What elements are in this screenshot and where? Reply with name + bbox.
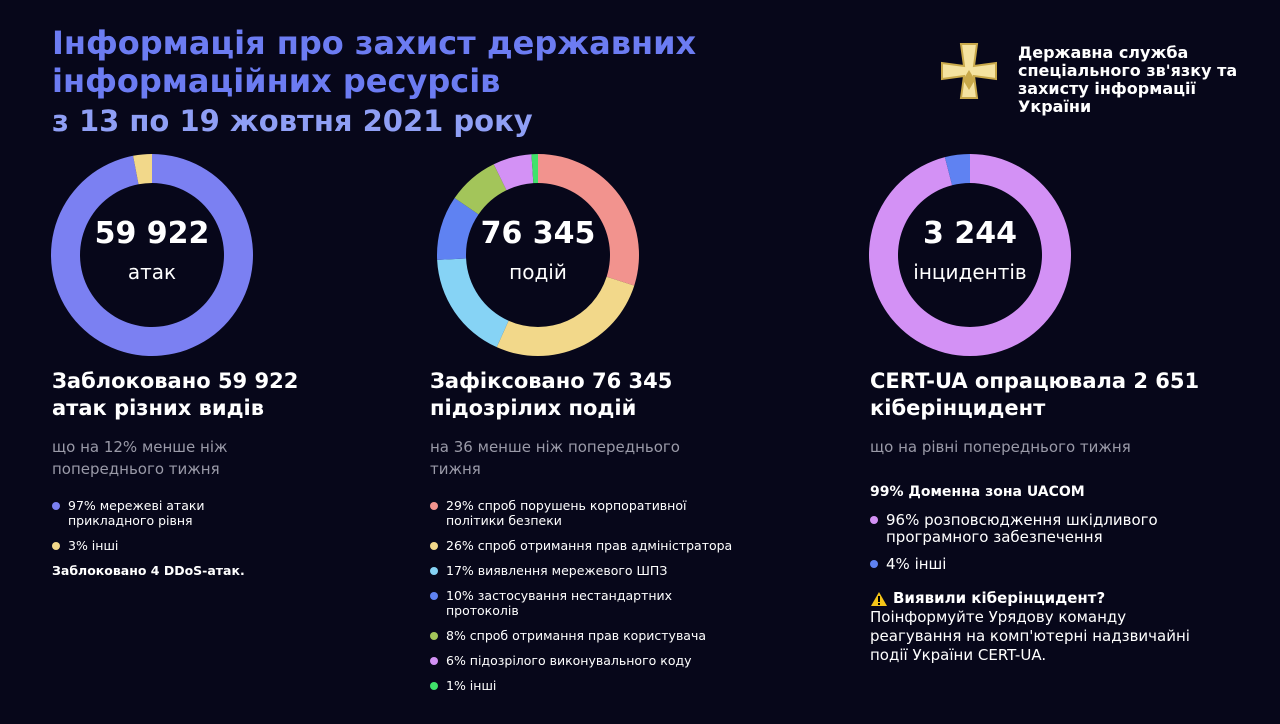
legend-dot: [430, 682, 438, 690]
legend: 97% мережеві атаки прикладного рівня 3% і…: [52, 498, 302, 553]
column: Зафіксовано 76 345 підозрілих подій на 36…: [430, 368, 790, 703]
legend-label: 97% мережеві атаки прикладного рівня: [68, 498, 205, 528]
heading: Зафіксовано 76 345 підозрілих подій: [430, 369, 673, 420]
slice: [868, 154, 1071, 356]
legend-dot: [430, 567, 438, 575]
legend: 96% розповсюдження шкідливого програмног…: [870, 512, 1230, 573]
slice: [493, 154, 534, 191]
legend-item: 26% спроб отримання прав адміністратора: [430, 538, 790, 553]
column: CERT-UA опрацювала 2 651 кіберінцидент що…: [870, 368, 1230, 665]
center-value: 59 922: [95, 216, 210, 251]
legend-item: 1% інші: [430, 678, 790, 693]
note: на 36 менше ніж попереднього тижня: [430, 438, 680, 478]
heading: CERT-UA опрацювала 2 651 кіберінцидент: [870, 369, 1200, 420]
footnote: Заблоковано 4 DDoS-атак.: [52, 563, 245, 578]
legend-label: 17% виявлення мережевого ШПЗ: [446, 563, 668, 578]
legend-label: 26% спроб отримання прав адміністратора: [446, 538, 733, 553]
alert-text: Поінформуйте Урядову команду реагування …: [870, 608, 1190, 664]
legend-item: 96% розповсюдження шкідливого програмног…: [870, 512, 1230, 546]
legend-label: 3% інші: [68, 538, 119, 553]
logo: [941, 43, 997, 99]
legend-dot: [52, 502, 60, 510]
alert: Виявили кіберінцидент? Поінформуйте Урядо…: [870, 589, 1230, 665]
slice: [133, 154, 152, 185]
column: Заблоковано 59 922 атак різних видів що н…: [52, 368, 302, 578]
legend-label: 4% інші: [886, 555, 947, 573]
legend-label: 1% інші: [446, 678, 497, 693]
legend-label: 8% спроб отримання прав користувача: [446, 628, 707, 643]
subheading: 99% Доменна зона UACOM: [870, 484, 1085, 500]
legend-dot: [870, 560, 878, 568]
warning-icon: [871, 591, 887, 606]
slice: [437, 198, 479, 260]
legend-item: 17% виявлення мережевого ШПЗ: [430, 563, 790, 578]
legend-dot: [430, 542, 438, 550]
legend-item: 29% спроб порушень корпоративної політик…: [430, 498, 790, 528]
legend-label: 96% розповсюдження шкідливого програмног…: [886, 511, 1158, 546]
legend-dot: [870, 516, 878, 524]
legend-item: 4% інші: [870, 556, 1230, 573]
slice: [51, 154, 254, 356]
legend-dot: [52, 542, 60, 550]
center-value: 3 244: [923, 216, 1017, 251]
donut-charts: 59 922 атак 76 345 подій 3 244 інцидентів: [51, 154, 1071, 356]
slice: [496, 276, 635, 356]
slice: [944, 154, 970, 186]
legend-dot: [430, 502, 438, 510]
heading: Заблоковано 59 922 атак різних видів: [52, 369, 299, 420]
legend-dot: [430, 657, 438, 665]
legend-label: 29% спроб порушень корпоративної політик…: [446, 498, 687, 528]
legend: 29% спроб порушень корпоративної політик…: [430, 498, 790, 693]
center-value: 76 345: [481, 216, 596, 251]
slice: [538, 154, 639, 286]
alert-title-text: Виявили кіберінцидент?: [893, 589, 1106, 607]
legend-item: 10% застосування нестандартних протоколі…: [430, 588, 790, 618]
note: що на 12% менше ніж попереднього тижня: [52, 438, 228, 478]
legend-dot: [430, 592, 438, 600]
slice: [531, 154, 538, 184]
note: що на рівні попереднього тижня: [870, 438, 1131, 456]
subtitle: з 13 по 19 жовтня 2021 року: [52, 104, 533, 138]
title: Інформація про захист державних інформац…: [52, 24, 697, 100]
organization: Державна служба спеціального зв'язку та …: [1018, 43, 1238, 116]
center-label: інцидентів: [913, 260, 1026, 284]
center-label: атак: [128, 260, 176, 284]
center-label: подій: [509, 260, 567, 284]
legend-label: 10% застосування нестандартних протоколі…: [446, 588, 673, 618]
legend-dot: [430, 632, 438, 640]
slice: [437, 258, 509, 348]
legend-item: 6% підозрілого виконувального коду: [430, 653, 790, 668]
legend-item: 8% спроб отримання прав користувача: [430, 628, 790, 643]
legend-label: 6% підозрілого виконувального коду: [446, 653, 692, 668]
slice: [454, 164, 507, 215]
legend-item: 3% інші: [52, 538, 302, 553]
legend-item: 97% мережеві атаки прикладного рівня: [52, 498, 302, 528]
alert-title: Виявили кіберінцидент?: [870, 589, 1230, 608]
